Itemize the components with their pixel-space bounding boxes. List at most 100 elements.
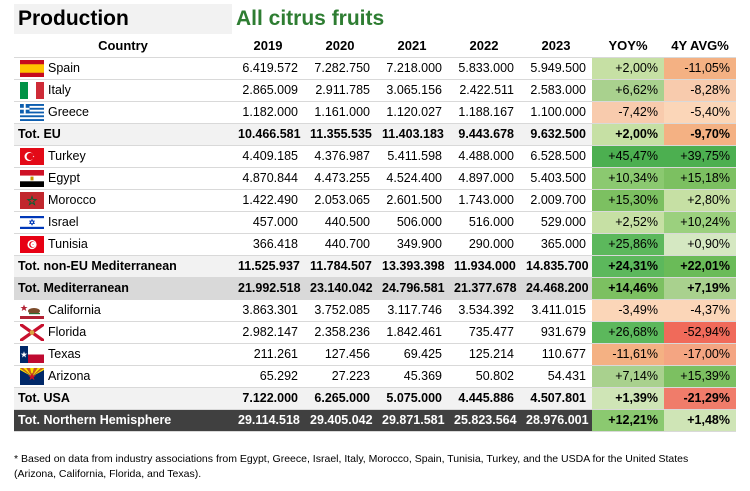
country-cell: Tot. EU — [14, 123, 232, 146]
value-cell: 5.075.000 — [376, 387, 448, 410]
value-cell: 2.911.785 — [304, 79, 376, 102]
production-table: Country 2019 2020 2021 2022 2023 YOY% 4Y… — [14, 35, 736, 432]
yoy-cell: -11,61% — [592, 343, 664, 366]
greece-flag-icon — [20, 103, 44, 121]
value-cell: 10.466.581 — [232, 123, 304, 146]
value-cell: 7.218.000 — [376, 57, 448, 80]
header-country: Country — [14, 35, 232, 58]
value-cell: 365.000 — [520, 233, 592, 256]
value-cell: 457.000 — [232, 211, 304, 234]
egypt-flag-icon — [20, 169, 44, 187]
value-cell: 2.982.147 — [232, 321, 304, 344]
avg-cell: -52,94% — [664, 321, 736, 344]
yoy-cell: +26,68% — [592, 321, 664, 344]
country-name: Tot. Northern Hemisphere — [18, 413, 172, 427]
country-name: California — [48, 302, 101, 317]
italy-flag-icon — [20, 81, 44, 99]
table-row: Greece 1.182.000 1.161.000 1.120.027 1.188.1… — [14, 101, 736, 124]
footnote-line-1: * Based on data from industry associatio… — [14, 453, 689, 465]
header-yoy: YOY% — [592, 35, 664, 58]
table-row: California 3.863.301 3.752.085 3.117.746 3.5… — [14, 299, 736, 322]
country-cell: Morocco — [14, 189, 232, 212]
yoy-cell: +2,00% — [592, 123, 664, 146]
value-cell: 2.053.065 — [304, 189, 376, 212]
value-cell: 6.265.000 — [304, 387, 376, 410]
country-name: Spain — [48, 60, 80, 75]
yoy-cell: -7,42% — [592, 101, 664, 124]
value-cell: 440.500 — [304, 211, 376, 234]
value-cell: 27.223 — [304, 365, 376, 388]
country-name: Tot. non-EU Mediterranean — [18, 259, 177, 273]
value-cell: 11.403.183 — [376, 123, 448, 146]
value-cell: 14.835.700 — [520, 255, 592, 278]
country-cell: Texas — [14, 343, 232, 366]
country-name: Israel — [48, 214, 79, 229]
value-cell: 5.949.500 — [520, 57, 592, 80]
value-cell: 6.419.572 — [232, 57, 304, 80]
yoy-cell: +14,46% — [592, 277, 664, 300]
table-row: Turkey 4.409.185 4.376.987 5.411.598 4.488.0… — [14, 145, 736, 168]
avg-cell: -11,05% — [664, 57, 736, 80]
footnote: * Based on data from industry associatio… — [14, 452, 736, 482]
subtotal-row: Tot. EU 10.466.581 11.355.535 11.403.183 9.4… — [14, 123, 736, 146]
avg-cell: +7,19% — [664, 277, 736, 300]
value-cell: 4.473.255 — [304, 167, 376, 190]
value-cell: 1.100.000 — [520, 101, 592, 124]
spain-flag-icon — [20, 59, 44, 77]
table-body: Spain 6.419.572 7.282.750 7.218.000 5.833.00… — [14, 57, 736, 432]
table-row: Arizona 65.292 27.223 45.369 50.802 54.431 +7,… — [14, 365, 736, 388]
table-row: Italy 2.865.009 2.911.785 3.065.156 2.422.51… — [14, 79, 736, 102]
value-cell: 127.456 — [304, 343, 376, 366]
value-cell: 4.445.886 — [448, 387, 520, 410]
country-cell: Greece — [14, 101, 232, 124]
country-cell: Arizona — [14, 365, 232, 388]
yoy-cell: +2,00% — [592, 57, 664, 80]
value-cell: 1.842.461 — [376, 321, 448, 344]
table-row: Egypt 4.870.844 4.473.255 4.524.400 4.897.00… — [14, 167, 736, 190]
value-cell: 529.000 — [520, 211, 592, 234]
avg-cell: +2,80% — [664, 189, 736, 212]
value-cell: 110.677 — [520, 343, 592, 366]
value-cell: 2.865.009 — [232, 79, 304, 102]
country-cell: Tot. USA — [14, 387, 232, 410]
avg-cell: +22,01% — [664, 255, 736, 278]
value-cell: 735.477 — [448, 321, 520, 344]
country-cell: Tot. non-EU Mediterranean — [14, 255, 232, 278]
value-cell: 23.140.042 — [304, 277, 376, 300]
value-cell: 29.405.042 — [304, 409, 376, 432]
yoy-cell: +12,21% — [592, 409, 664, 432]
table-row: Texas 211.261 127.456 69.425 125.214 110.677-… — [14, 343, 736, 366]
country-name: Tot. USA — [18, 391, 70, 405]
country-cell: Tunisia — [14, 233, 232, 256]
yoy-cell: +25,86% — [592, 233, 664, 256]
avg-cell: -5,40% — [664, 101, 736, 124]
turkey-flag-icon — [20, 147, 44, 165]
value-cell: 3.117.746 — [376, 299, 448, 322]
country-cell: Tot. Northern Hemisphere — [14, 409, 232, 432]
avg-cell: -9,70% — [664, 123, 736, 146]
value-cell: 1.743.000 — [448, 189, 520, 212]
avg-cell: +39,75% — [664, 145, 736, 168]
yoy-cell: +24,31% — [592, 255, 664, 278]
yoy-cell: +6,62% — [592, 79, 664, 102]
value-cell: 5.833.000 — [448, 57, 520, 80]
value-cell: 29.871.581 — [376, 409, 448, 432]
value-cell: 21.992.518 — [232, 277, 304, 300]
value-cell: 2.422.511 — [448, 79, 520, 102]
value-cell: 13.393.398 — [376, 255, 448, 278]
yoy-cell: +10,34% — [592, 167, 664, 190]
country-name: Greece — [48, 104, 89, 119]
table-row: Israel 457.000 440.500 506.000 516.000 529.00… — [14, 211, 736, 234]
value-cell: 29.114.518 — [232, 409, 304, 432]
subtotal-row: Tot. Mediterranean 21.992.518 23.140.042 24… — [14, 277, 736, 300]
avg-cell: -21,29% — [664, 387, 736, 410]
value-cell: 366.418 — [232, 233, 304, 256]
avg-cell: -8,28% — [664, 79, 736, 102]
country-cell: California — [14, 299, 232, 322]
value-cell: 11.784.507 — [304, 255, 376, 278]
avg-cell: +15,18% — [664, 167, 736, 190]
country-name: Morocco — [48, 192, 96, 207]
value-cell: 2.009.700 — [520, 189, 592, 212]
table-row: Spain 6.419.572 7.282.750 7.218.000 5.833.00… — [14, 57, 736, 80]
subtotal-row: Tot. non-EU Mediterranean 11.525.937 11.78… — [14, 255, 736, 278]
